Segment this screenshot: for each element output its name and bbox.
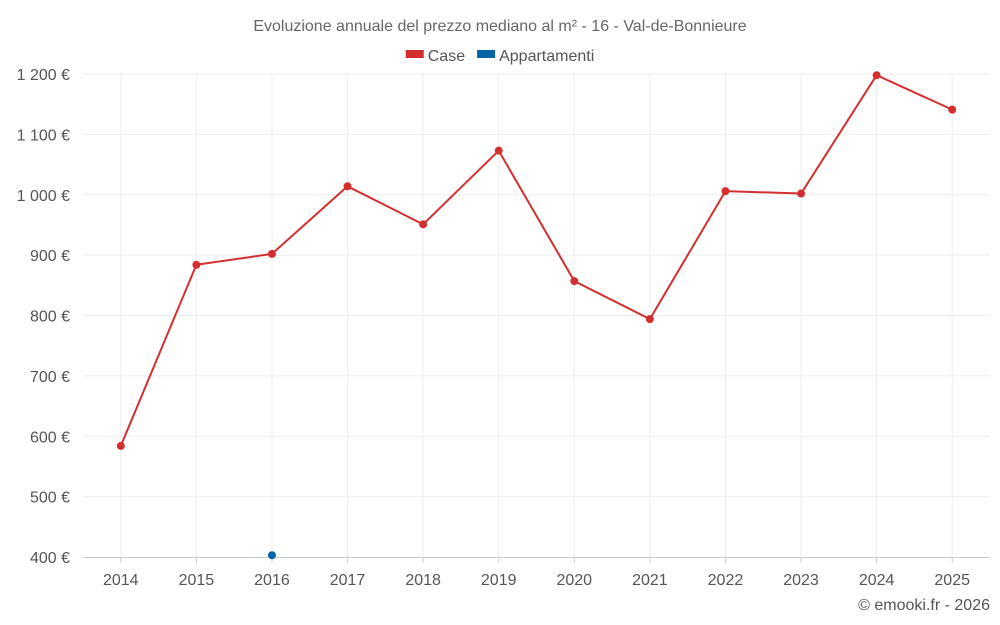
series-layer <box>116 71 957 560</box>
y-tick-label: 600 € <box>30 429 70 446</box>
y-tick-label: 1 100 € <box>17 127 70 144</box>
data-point-case <box>116 441 125 450</box>
y-tick-label: 1 200 € <box>17 67 70 84</box>
legend-label: Case <box>428 48 465 65</box>
y-tick-label: 900 € <box>30 248 70 265</box>
x-tick-label: 2021 <box>632 572 668 589</box>
x-tick-label: 2023 <box>783 572 819 589</box>
data-point-case <box>192 260 201 269</box>
x-tick-label: 2020 <box>556 572 592 589</box>
x-tick-label: 2019 <box>481 572 517 589</box>
series-line-case <box>119 74 953 447</box>
credit: © emooki.fr - 2026 <box>858 597 990 614</box>
y-tick-label: 800 € <box>30 309 70 326</box>
y-axis: 400 € 500 € 600 € 700 € 800 € 900 € 1 000 € 1 1… <box>17 67 70 567</box>
data-point-case <box>419 220 428 229</box>
x-axis: 2014 2015 2016 2017 2018 2019 2020 2021 2022 2023… <box>83 557 990 589</box>
data-point-case <box>494 146 503 155</box>
legend-item: Case <box>405 48 465 65</box>
x-tick-label: 2015 <box>179 572 215 589</box>
data-point-case <box>343 182 352 191</box>
data-point-case <box>645 315 654 324</box>
legend-label: Appartamenti <box>499 48 594 65</box>
chart-title: Evoluzione annuale del prezzo mediano al… <box>253 18 746 35</box>
data-point-case <box>872 71 881 80</box>
x-tick-label: 2025 <box>934 572 970 589</box>
data-point-case <box>267 249 276 258</box>
data-point-case <box>948 105 957 114</box>
legend-item: Appartamenti <box>477 48 594 65</box>
y-tick-label: 400 € <box>30 550 70 567</box>
grid <box>83 73 990 557</box>
y-tick-label: 700 € <box>30 369 70 386</box>
legend: Case Appartamenti <box>405 48 594 65</box>
data-point-appartamenti <box>267 551 276 560</box>
data-point-case <box>797 189 806 198</box>
x-tick-label: 2018 <box>405 572 441 589</box>
x-tick-label: 2016 <box>254 572 290 589</box>
x-tick-label: 2017 <box>330 572 366 589</box>
data-point-case <box>570 277 579 286</box>
x-tick-label: 2024 <box>859 572 895 589</box>
y-tick-label: 1 000 € <box>17 188 70 205</box>
y-tick-label: 500 € <box>30 490 70 507</box>
legend-swatch <box>477 50 496 58</box>
data-point-case <box>721 187 730 196</box>
x-tick-label: 2022 <box>708 572 744 589</box>
legend-swatch <box>405 50 424 58</box>
x-tick-label: 2014 <box>103 572 139 589</box>
